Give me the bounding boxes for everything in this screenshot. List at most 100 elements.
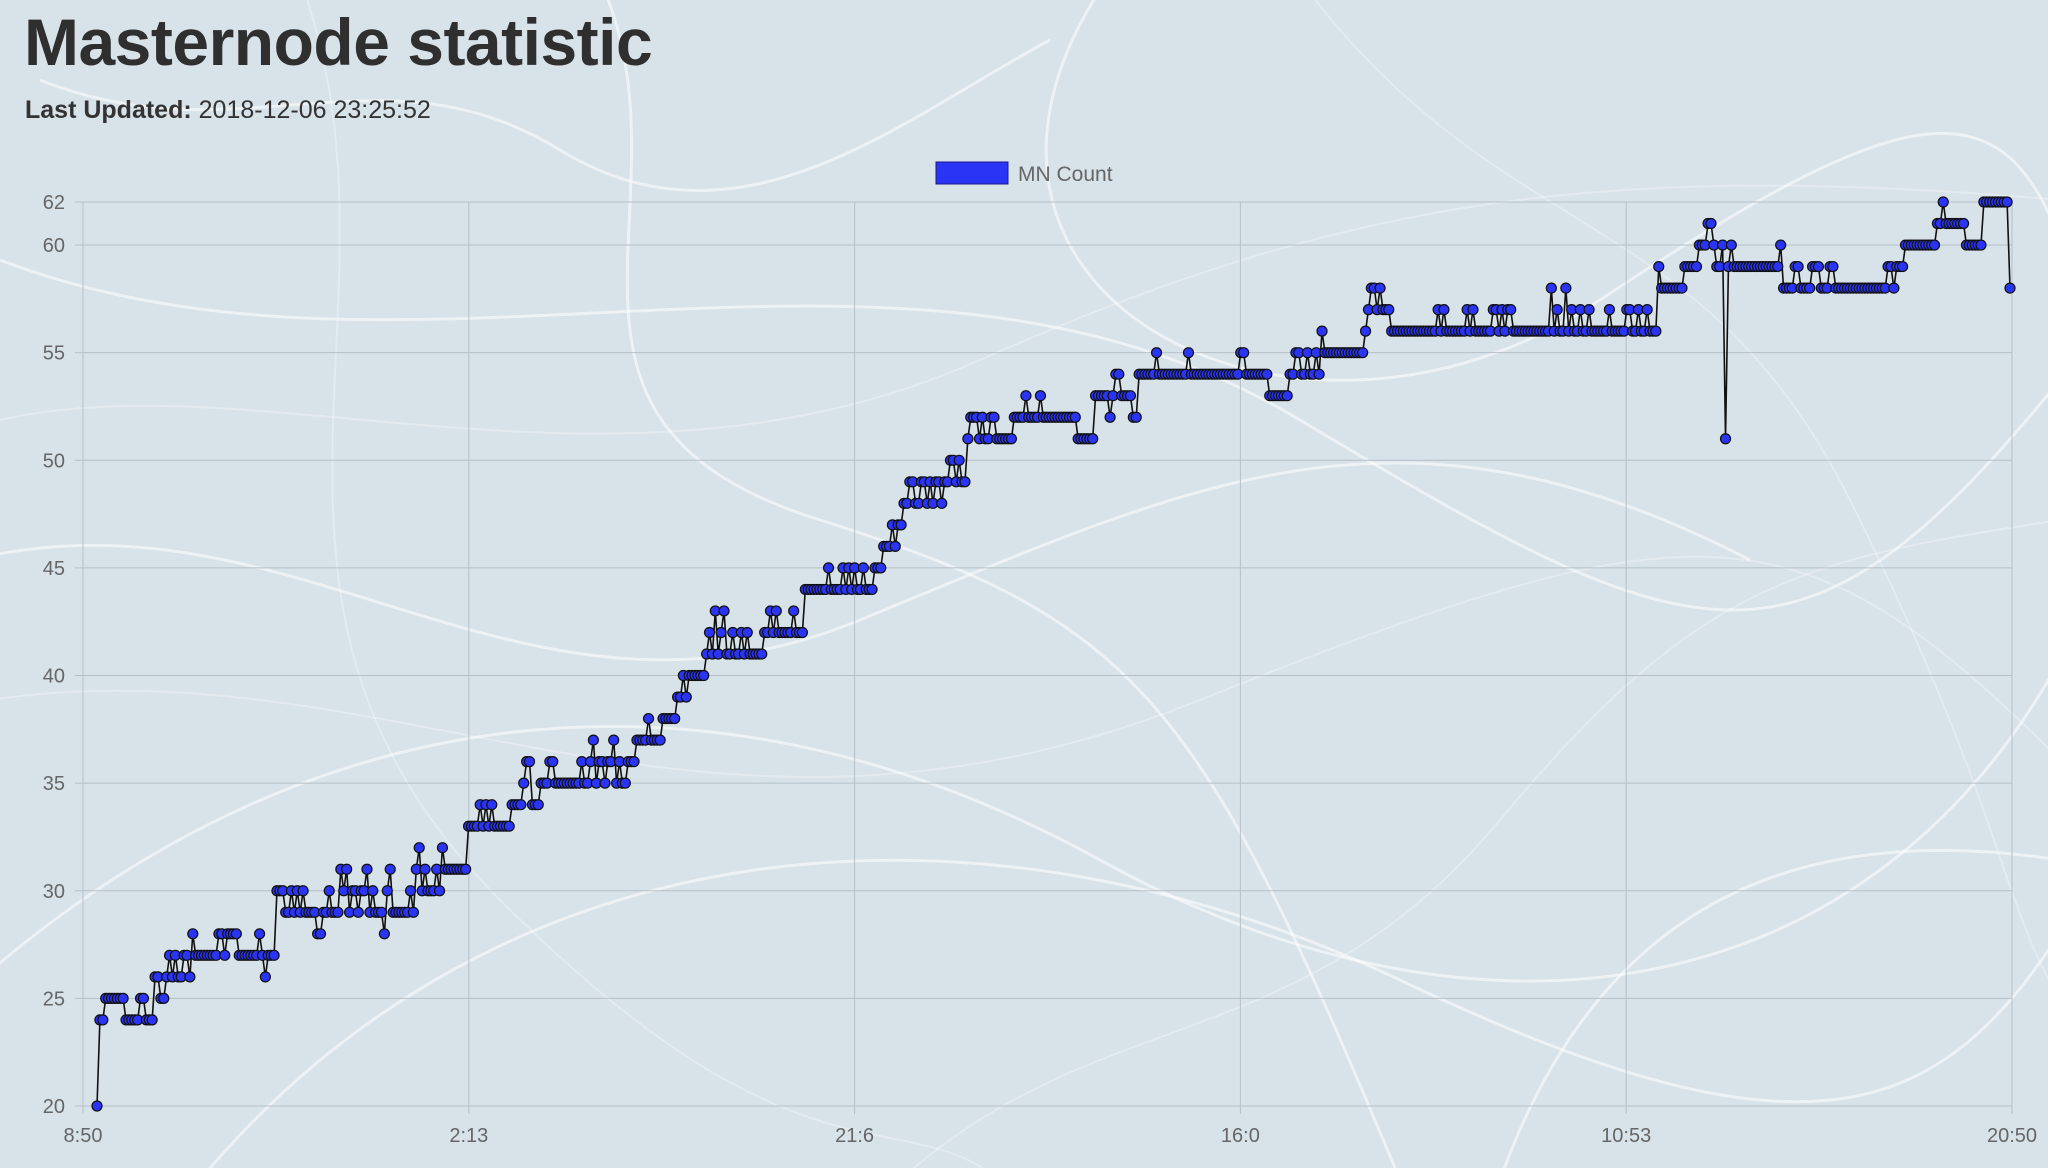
data-point[interactable] bbox=[1130, 411, 1142, 423]
data-point[interactable] bbox=[404, 885, 417, 897]
data-point[interactable] bbox=[137, 992, 150, 1004]
data-point[interactable] bbox=[1020, 390, 1032, 402]
data-point[interactable] bbox=[1545, 282, 1557, 294]
data-point[interactable] bbox=[515, 799, 527, 811]
data-point[interactable] bbox=[1505, 304, 1517, 316]
data-point[interactable] bbox=[1705, 217, 1717, 230]
data-point[interactable] bbox=[341, 863, 353, 875]
data-point[interactable] bbox=[718, 605, 730, 617]
data-point[interactable] bbox=[413, 842, 425, 854]
data-point[interactable] bbox=[936, 497, 948, 509]
data-point[interactable] bbox=[503, 820, 515, 832]
data-point[interactable] bbox=[895, 519, 907, 531]
data-point[interactable] bbox=[2001, 196, 2013, 208]
data-point[interactable] bbox=[628, 756, 640, 768]
data-point[interactable] bbox=[770, 605, 782, 617]
data-point[interactable] bbox=[680, 691, 692, 703]
data-point[interactable] bbox=[361, 863, 373, 875]
data-point[interactable] bbox=[1827, 260, 1839, 273]
data-point[interactable] bbox=[1383, 304, 1395, 316]
data-point[interactable] bbox=[1238, 347, 1250, 359]
data-point[interactable] bbox=[219, 949, 231, 961]
data-point[interactable] bbox=[1775, 239, 1787, 251]
data-point[interactable] bbox=[1281, 390, 1293, 402]
data-point[interactable] bbox=[1792, 260, 1804, 273]
data-point[interactable] bbox=[375, 906, 388, 918]
data-point[interactable] bbox=[486, 799, 498, 811]
data-point[interactable] bbox=[619, 777, 631, 789]
data-point[interactable] bbox=[857, 562, 869, 574]
data-point[interactable] bbox=[1650, 325, 1662, 337]
data-point[interactable] bbox=[1124, 390, 1137, 402]
data-point[interactable] bbox=[518, 777, 530, 789]
data-point[interactable] bbox=[1034, 390, 1047, 402]
data-point[interactable] bbox=[1725, 239, 1737, 251]
data-point[interactable] bbox=[523, 756, 536, 768]
data-point[interactable] bbox=[875, 562, 887, 574]
data-point[interactable] bbox=[187, 928, 199, 940]
data-point[interactable] bbox=[889, 540, 901, 552]
data-point[interactable] bbox=[669, 712, 681, 725]
data-point[interactable] bbox=[117, 992, 129, 1004]
data-point[interactable] bbox=[1975, 239, 1987, 251]
data-point[interactable] bbox=[608, 734, 620, 746]
data-point[interactable] bbox=[953, 454, 965, 466]
data-point[interactable] bbox=[332, 906, 344, 918]
data-point[interactable] bbox=[1957, 217, 1970, 230]
data-point[interactable] bbox=[547, 756, 559, 768]
data-point[interactable] bbox=[1005, 433, 1018, 445]
data-point[interactable] bbox=[1150, 347, 1163, 359]
data-point[interactable] bbox=[314, 928, 327, 940]
data-point[interactable] bbox=[1560, 282, 1572, 294]
data-point[interactable] bbox=[654, 734, 666, 746]
data-point[interactable] bbox=[146, 1014, 158, 1026]
data-point[interactable] bbox=[1690, 260, 1703, 273]
data-point[interactable] bbox=[822, 562, 835, 574]
data-point[interactable] bbox=[323, 885, 335, 897]
legend-label[interactable]: MN Count bbox=[1018, 163, 1113, 186]
data-point[interactable] bbox=[756, 648, 768, 660]
data-point[interactable] bbox=[381, 885, 393, 897]
data-point[interactable] bbox=[1928, 239, 1941, 251]
data-point[interactable] bbox=[158, 992, 170, 1004]
data-point[interactable] bbox=[1583, 304, 1595, 316]
data-point[interactable] bbox=[1676, 282, 1688, 294]
data-point[interactable] bbox=[1438, 304, 1450, 316]
data-point[interactable] bbox=[2004, 282, 2016, 294]
data-point[interactable] bbox=[1804, 282, 1816, 294]
data-point[interactable] bbox=[1719, 433, 1732, 445]
data-point[interactable] bbox=[698, 669, 710, 682]
data-point[interactable] bbox=[419, 863, 431, 875]
data-point[interactable] bbox=[1104, 411, 1116, 423]
data-point[interactable] bbox=[1374, 282, 1386, 294]
data-point[interactable] bbox=[703, 626, 716, 639]
data-point[interactable] bbox=[97, 1014, 109, 1026]
data-point[interactable] bbox=[1603, 304, 1616, 316]
data-point[interactable] bbox=[532, 799, 544, 811]
data-point[interactable] bbox=[1653, 260, 1665, 273]
data-point[interactable] bbox=[1888, 282, 1900, 294]
data-point[interactable] bbox=[642, 712, 655, 725]
data-point[interactable] bbox=[1261, 368, 1273, 380]
data-point[interactable] bbox=[268, 949, 280, 961]
data-point[interactable] bbox=[1316, 325, 1328, 337]
data-point[interactable] bbox=[1357, 347, 1369, 359]
data-point[interactable] bbox=[230, 928, 242, 940]
data-point[interactable] bbox=[436, 842, 449, 854]
data-point[interactable] bbox=[259, 971, 271, 983]
data-point[interactable] bbox=[1113, 368, 1125, 380]
data-point[interactable] bbox=[378, 928, 390, 940]
data-point[interactable] bbox=[367, 885, 379, 897]
data-point[interactable] bbox=[962, 433, 974, 445]
data-point[interactable] bbox=[91, 1100, 103, 1112]
data-point[interactable] bbox=[1182, 347, 1195, 359]
data-point[interactable] bbox=[460, 863, 472, 875]
data-point[interactable] bbox=[1896, 260, 1909, 273]
data-point[interactable] bbox=[866, 583, 878, 596]
data-point[interactable] bbox=[599, 777, 611, 789]
data-point[interactable] bbox=[1551, 304, 1563, 316]
data-point[interactable] bbox=[741, 626, 753, 639]
data-point[interactable] bbox=[1937, 196, 1949, 208]
data-point[interactable] bbox=[988, 411, 1000, 423]
data-point[interactable] bbox=[433, 885, 446, 897]
